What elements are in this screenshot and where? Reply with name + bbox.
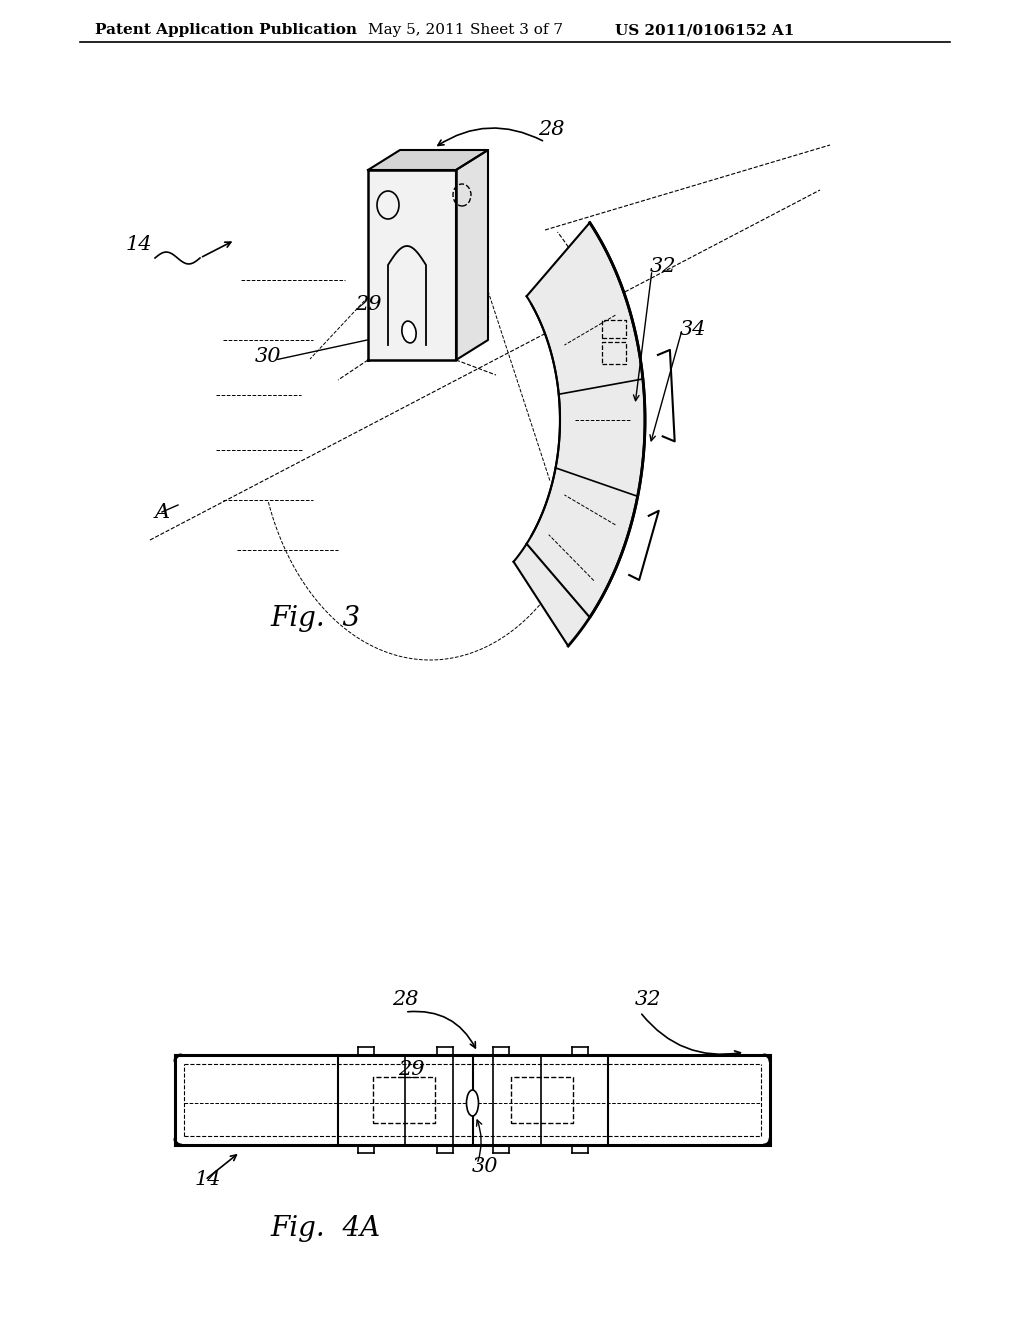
Text: May 5, 2011: May 5, 2011 [368, 22, 465, 37]
Text: US 2011/0106152 A1: US 2011/0106152 A1 [615, 22, 795, 37]
Text: 29: 29 [355, 294, 382, 314]
Text: 29: 29 [398, 1060, 425, 1078]
Ellipse shape [467, 1090, 478, 1115]
Polygon shape [526, 223, 645, 618]
Text: Sheet 3 of 7: Sheet 3 of 7 [470, 22, 563, 37]
Text: Fig.  4A: Fig. 4A [270, 1214, 380, 1242]
Text: 32: 32 [635, 990, 662, 1008]
Ellipse shape [401, 321, 416, 343]
Text: 30: 30 [255, 347, 282, 366]
Polygon shape [456, 150, 488, 360]
Polygon shape [368, 170, 456, 360]
Polygon shape [368, 150, 488, 170]
Text: 28: 28 [392, 990, 419, 1008]
Polygon shape [514, 223, 645, 645]
Text: 14: 14 [195, 1170, 221, 1189]
Text: Fig.  3: Fig. 3 [270, 605, 360, 632]
Text: A: A [155, 503, 170, 521]
Text: 28: 28 [538, 120, 564, 139]
Text: 30: 30 [472, 1158, 499, 1176]
Text: 32: 32 [650, 257, 677, 276]
Text: Patent Application Publication: Patent Application Publication [95, 22, 357, 37]
Text: 34: 34 [680, 319, 707, 339]
Text: 14: 14 [126, 235, 152, 253]
